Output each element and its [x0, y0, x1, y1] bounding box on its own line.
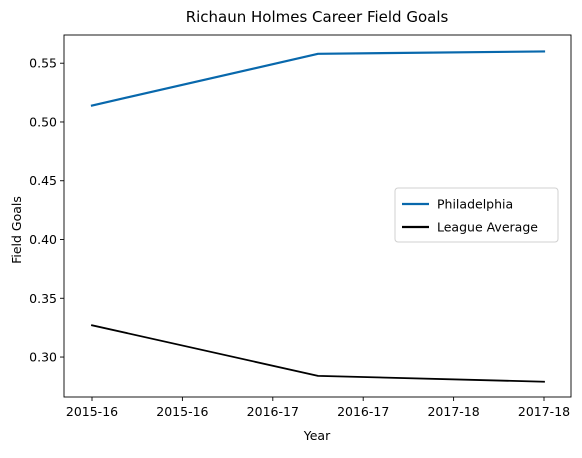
y-tick-label: 0.30 [29, 350, 57, 365]
y-tick-label: 0.40 [29, 232, 57, 247]
x-tick-label: 2016-17 [247, 404, 299, 419]
y-axis-label: Field Goals [9, 196, 24, 264]
y-tick-label: 0.55 [29, 56, 57, 71]
y-tick-label: 0.50 [29, 114, 57, 129]
y-tick-label: 0.35 [29, 291, 57, 306]
chart-title: Richaun Holmes Career Field Goals [186, 8, 449, 26]
legend-label-league-average: League Average [437, 220, 538, 235]
legend: Philadelphia League Average [395, 188, 558, 242]
legend-label-philadelphia: Philadelphia [437, 197, 513, 212]
x-tick-label: 2017-18 [427, 404, 479, 419]
x-tick-label: 2016-17 [337, 404, 389, 419]
x-tick-label: 2015-16 [156, 404, 208, 419]
series-line-league-average [92, 325, 544, 381]
x-tick-label: 2015-16 [66, 404, 118, 419]
x-tick-label: 2017-18 [518, 404, 570, 419]
y-tick-label: 0.45 [29, 173, 57, 188]
x-axis-label: Year [303, 428, 331, 443]
series-line-philadelphia [92, 51, 544, 105]
